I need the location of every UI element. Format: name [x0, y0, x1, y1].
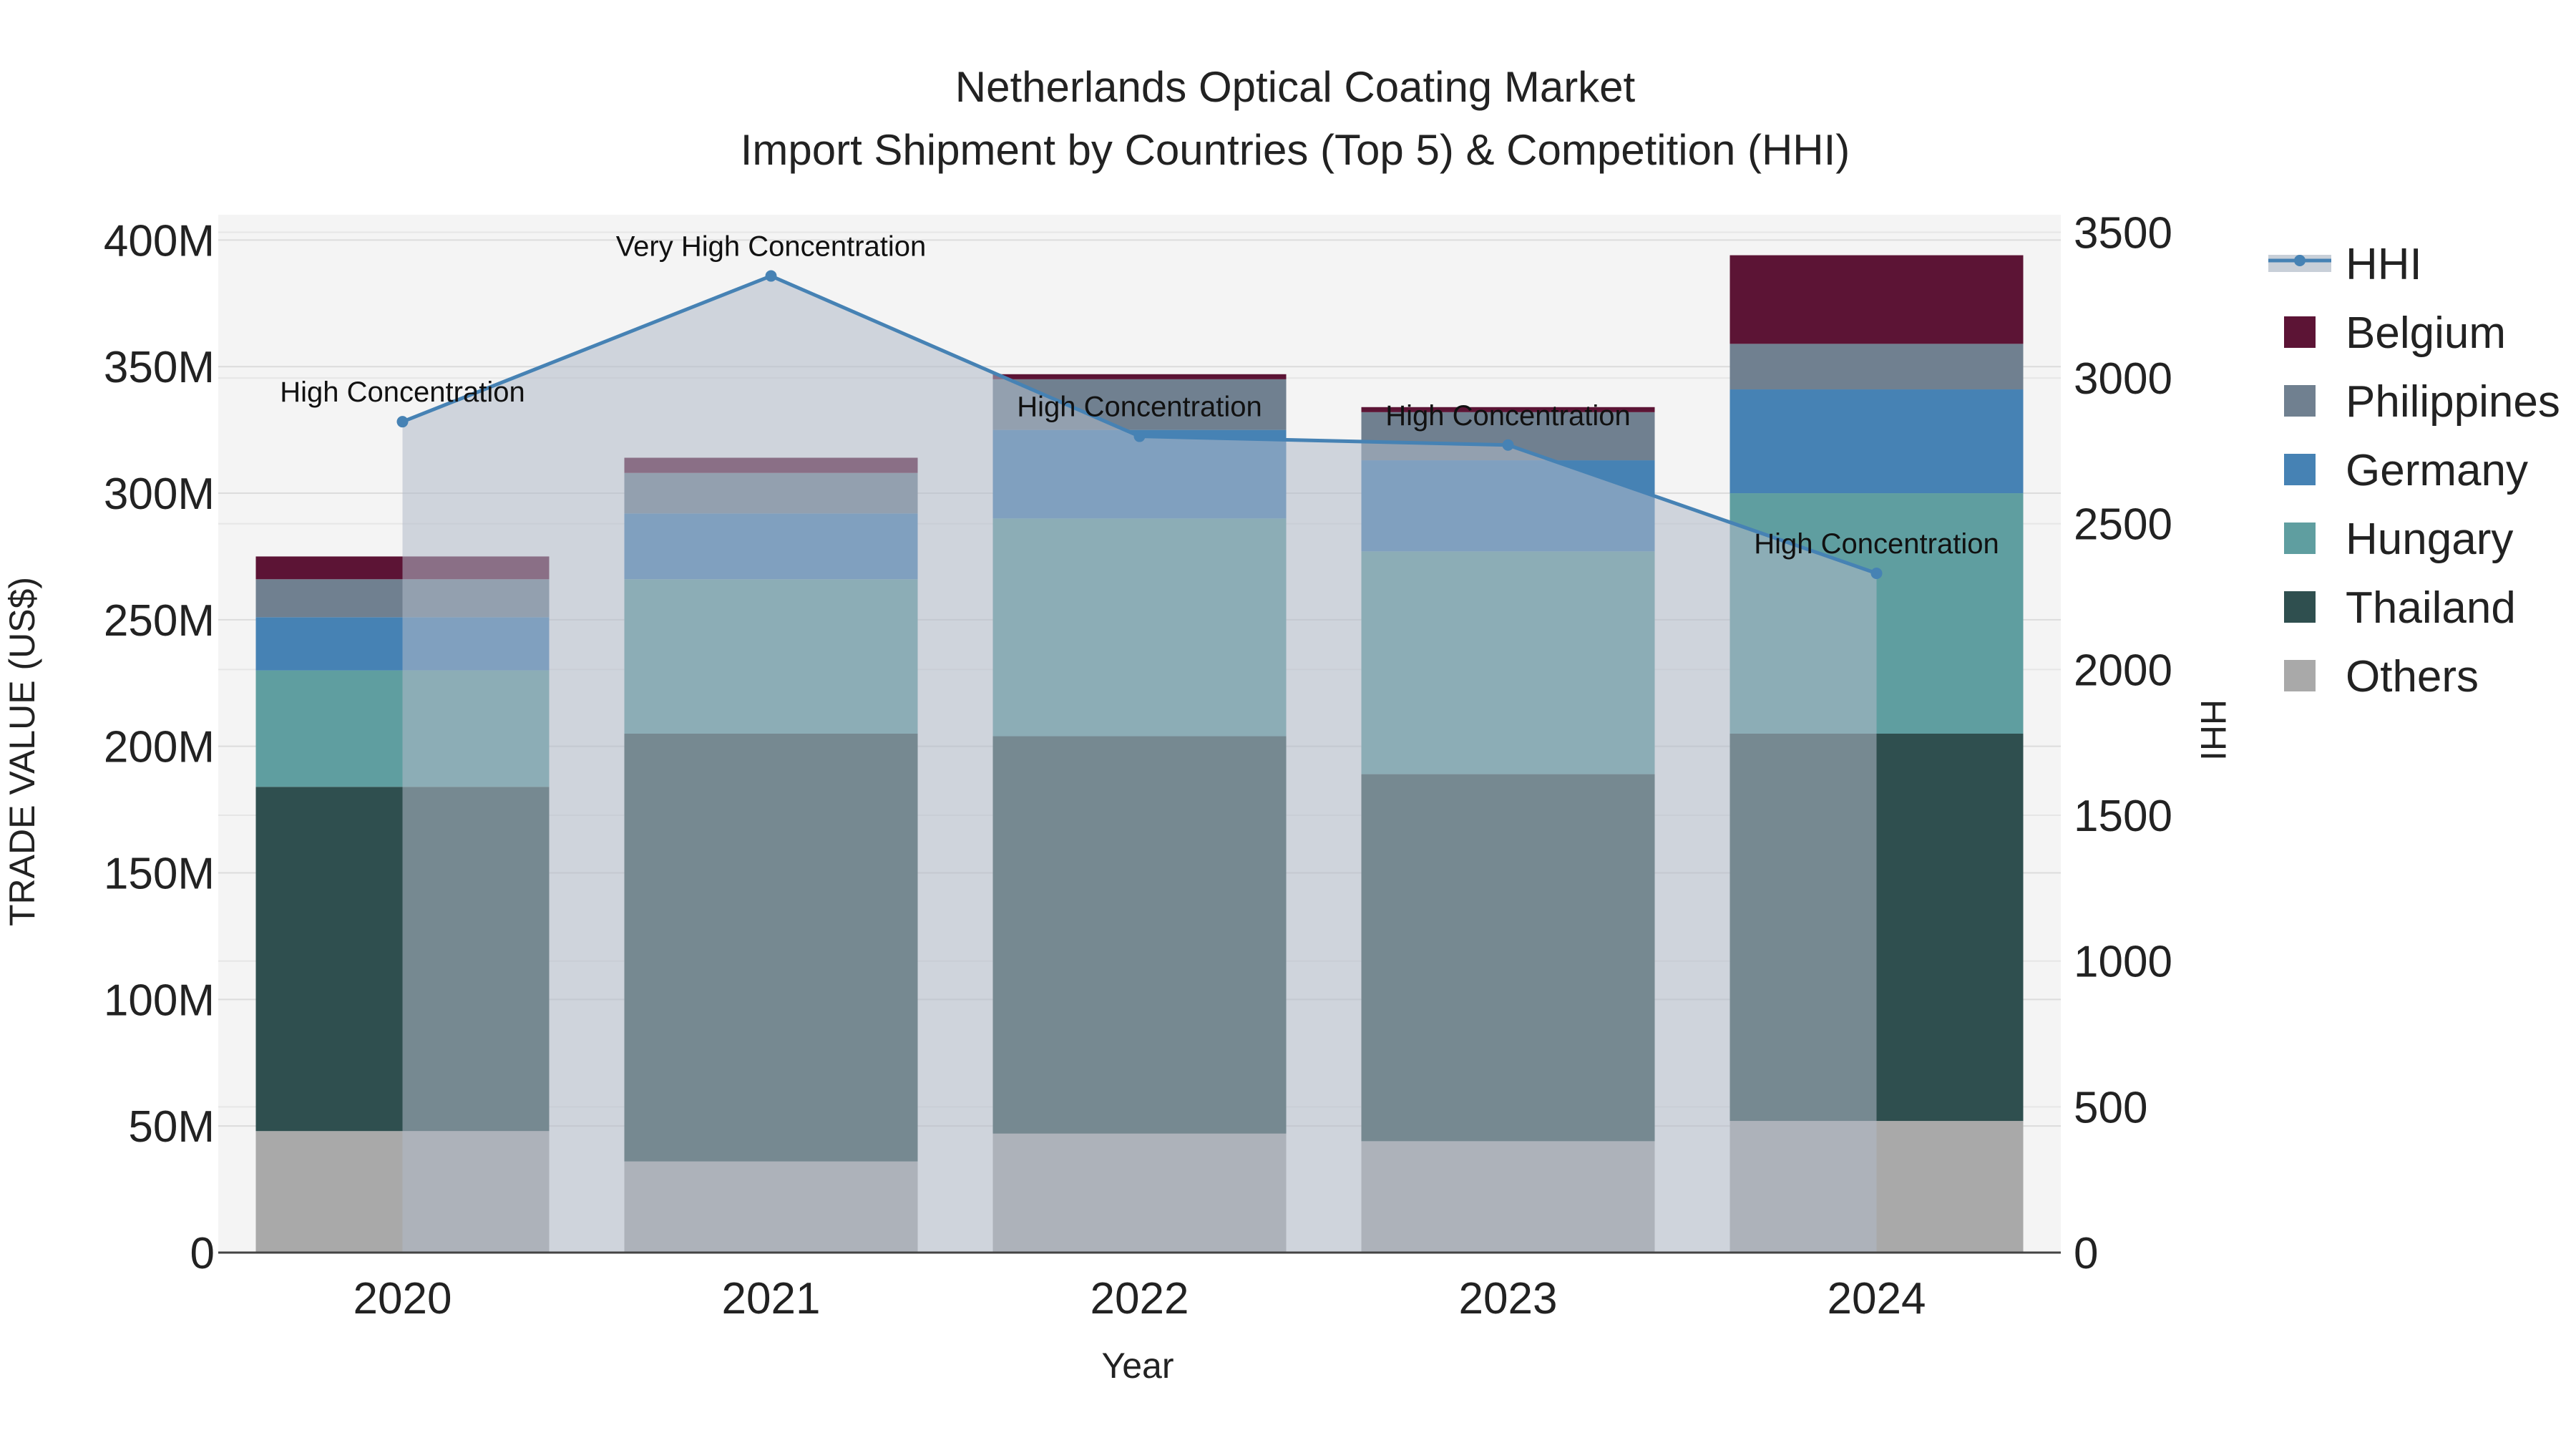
y-axis-label: TRADE VALUE (US$): [2, 577, 42, 926]
legend-label-others: Others: [2346, 652, 2479, 701]
y2-tick-label-6: 3000: [2074, 354, 2172, 404]
legend-label-hhi: HHI: [2346, 240, 2422, 289]
x-tick-label-2022: 2022: [1091, 1274, 1189, 1323]
bar-belgium-2022: [992, 374, 1287, 379]
chart-title-line2: Import Shipment by Countries (Top 5) & C…: [741, 126, 1850, 174]
y-tick-label-6: 300M: [104, 470, 215, 519]
y2-tick-label-7: 3500: [2074, 208, 2172, 258]
y2-tick-label-1: 500: [2074, 1083, 2147, 1132]
y-tick-label-7: 350M: [104, 343, 215, 392]
hhi-marker-2020: [396, 416, 409, 428]
legend-swatch-germany: [2284, 454, 2316, 485]
legend-label-hungary: Hungary: [2346, 515, 2513, 564]
legend-label-belgium: Belgium: [2346, 308, 2506, 358]
legend-swatch-philippines: [2284, 385, 2316, 417]
x-axis-label: Year: [1101, 1346, 1174, 1386]
hhi-area: [402, 276, 1877, 1253]
hhi-label-2022: High Concentration: [1017, 392, 1262, 423]
bar-belgium-2023: [1361, 407, 1655, 412]
y2-tick-label-0: 0: [2074, 1229, 2098, 1278]
y-tick-label-0: 0: [190, 1229, 215, 1278]
hhi-label-2020: High Concentration: [280, 376, 525, 408]
y-tick-label-3: 150M: [104, 850, 215, 899]
legend-label-philippines: Philippines: [2346, 377, 2560, 427]
x-tick-label-2023: 2023: [1459, 1274, 1558, 1323]
legend: HHI Belgium Philippines Germany Hungary Thail…: [2268, 240, 2560, 701]
hhi-label-2024: High Concentration: [1754, 528, 1999, 560]
legend-swatch-belgium: [2284, 316, 2316, 348]
y2-axis-label: HHI: [2193, 699, 2233, 761]
hhi-label-2021: Very High Concentration: [616, 231, 927, 263]
legend-label-thailand: Thailand: [2346, 583, 2516, 633]
hhi-marker-2021: [765, 270, 777, 282]
y2-tick-label-2: 1000: [2074, 938, 2172, 987]
legend-label-germany: Germany: [2346, 446, 2528, 495]
chart-title-line1: Netherlands Optical Coating Market: [955, 63, 1636, 111]
y-tick-label-2: 100M: [104, 976, 215, 1025]
y2-tick-label-3: 1500: [2074, 792, 2172, 841]
bar-belgium-2024: [1729, 255, 2024, 344]
legend-swatch-hungary: [2284, 523, 2316, 554]
x-tick-label-2024: 2024: [1828, 1274, 1926, 1323]
y-tick-label-8: 400M: [104, 216, 215, 266]
bar-germany-2024: [1729, 389, 2024, 494]
legend-swatch-marker-hhi: [2294, 255, 2306, 266]
y-tick-label-5: 250M: [104, 596, 215, 646]
legend-swatch-others: [2284, 660, 2316, 691]
hhi-marker-2023: [1502, 439, 1514, 451]
y-tick-label-1: 50M: [128, 1102, 215, 1152]
x-tick-label-2020: 2020: [353, 1274, 452, 1323]
bar-philippines-2024: [1729, 344, 2024, 390]
plot-area: High Concentration Very High Concentratio…: [104, 208, 2172, 1323]
hhi-label-2023: High Concentration: [1385, 400, 1630, 432]
hhi-marker-2022: [1133, 430, 1146, 442]
x-tick-label-2021: 2021: [722, 1274, 821, 1323]
y2-tick-label-4: 2000: [2074, 646, 2172, 695]
legend-swatch-thailand: [2284, 591, 2316, 623]
y-tick-label-4: 200M: [104, 723, 215, 772]
y2-tick-label-5: 2500: [2074, 500, 2172, 550]
hhi-marker-2024: [1870, 567, 1883, 579]
